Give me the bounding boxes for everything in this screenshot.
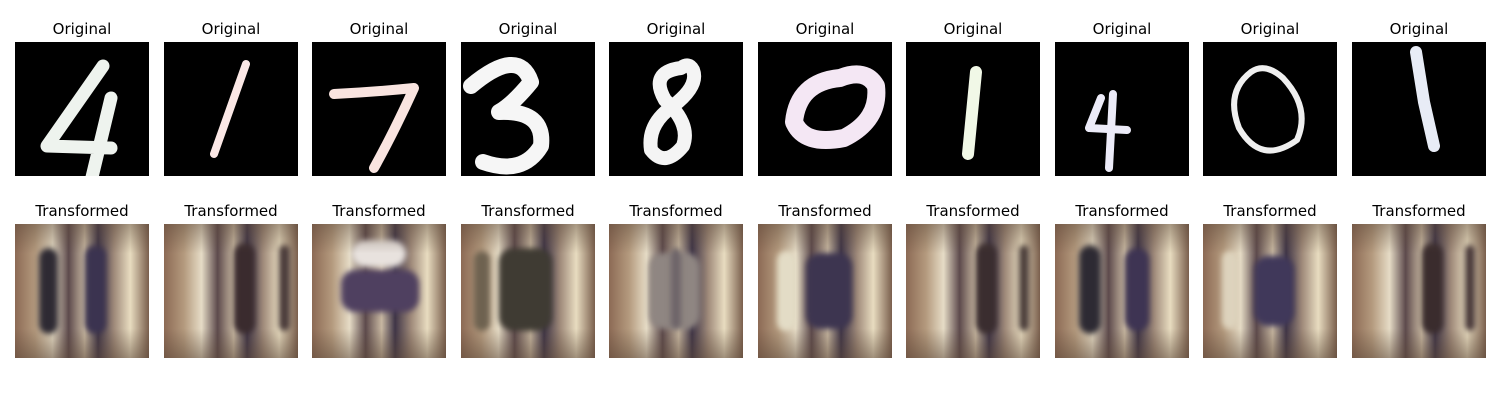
- transformed-image: [164, 224, 298, 358]
- original-title: Original: [795, 20, 855, 38]
- transformed-title: Transformed: [332, 202, 426, 220]
- original-title: Original: [1092, 20, 1152, 38]
- transformed-image: [461, 224, 595, 358]
- digit-stroke: [1410, 46, 1440, 152]
- original-digit-image: [609, 42, 743, 176]
- transformed-title: Transformed: [926, 202, 1020, 220]
- transformed-image: [1055, 224, 1189, 358]
- transformed-title: Transformed: [629, 202, 723, 220]
- transformed-image: [1203, 224, 1337, 358]
- transformed-edge-shade: [1352, 224, 1486, 358]
- transformed-edge-shade: [312, 224, 446, 358]
- transformed-edge-shade: [15, 224, 149, 358]
- transformed-title: Transformed: [35, 202, 129, 220]
- original-title: Original: [498, 20, 558, 38]
- transformed-title: Transformed: [184, 202, 278, 220]
- transformed-edge-shade: [461, 224, 595, 358]
- original-title: Original: [52, 20, 112, 38]
- original-title: Original: [943, 20, 1003, 38]
- original-digit-image: [758, 42, 892, 176]
- digit-stroke: [1085, 90, 1131, 172]
- digit-stroke: [463, 57, 550, 175]
- transformed-image: [1352, 224, 1486, 358]
- transformed-image: [609, 224, 743, 358]
- original-digit-image: [1055, 42, 1189, 176]
- transformed-title: Transformed: [1372, 202, 1466, 220]
- digit-stroke: [1231, 65, 1305, 154]
- original-digit-image: [461, 42, 595, 176]
- original-digit-image: [906, 42, 1040, 176]
- transformed-title: Transformed: [1075, 202, 1169, 220]
- transformed-edge-shade: [906, 224, 1040, 358]
- transformed-title: Transformed: [778, 202, 872, 220]
- digit-stroke: [329, 83, 419, 173]
- digit-stroke: [210, 60, 250, 158]
- transformed-title: Transformed: [481, 202, 575, 220]
- digit-stroke: [962, 66, 982, 160]
- original-digit-image: [1203, 42, 1337, 176]
- transformed-image: [15, 224, 149, 358]
- transformed-edge-shade: [1055, 224, 1189, 358]
- original-digit-image: [1352, 42, 1486, 176]
- transformed-edge-shade: [1203, 224, 1337, 358]
- transformed-edge-shade: [164, 224, 298, 358]
- original-title: Original: [1389, 20, 1449, 38]
- digit-stroke: [40, 59, 118, 176]
- original-digit-image: [312, 42, 446, 176]
- transformed-image: [906, 224, 1040, 358]
- original-digit-image: [15, 42, 149, 176]
- digit-stroke: [785, 65, 886, 149]
- transformed-image: [758, 224, 892, 358]
- original-digit-image: [164, 42, 298, 176]
- original-title: Original: [1240, 20, 1300, 38]
- original-title: Original: [646, 20, 706, 38]
- original-title: Original: [349, 20, 409, 38]
- transformed-title: Transformed: [1223, 202, 1317, 220]
- digit-stroke: [643, 58, 701, 165]
- transformed-edge-shade: [758, 224, 892, 358]
- transformed-image: [312, 224, 446, 358]
- transformed-edge-shade: [609, 224, 743, 358]
- original-title: Original: [201, 20, 261, 38]
